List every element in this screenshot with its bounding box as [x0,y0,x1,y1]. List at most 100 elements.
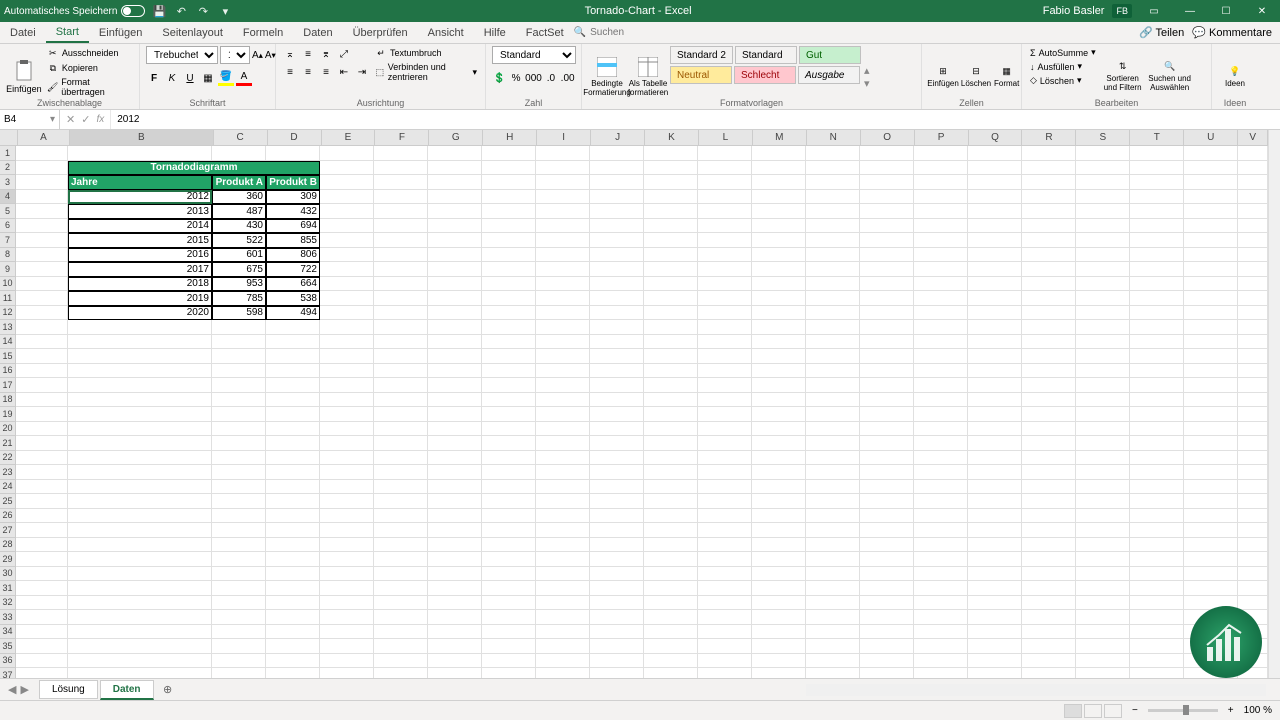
cell[interactable] [1238,509,1268,524]
cell[interactable] [320,320,374,335]
cell[interactable] [806,451,860,466]
cell[interactable] [860,596,914,611]
cell[interactable] [536,378,590,393]
cell[interactable] [212,552,266,567]
cell[interactable] [698,465,752,480]
cell[interactable] [590,436,644,451]
cell[interactable] [428,320,482,335]
cell[interactable] [16,204,68,219]
cell[interactable] [1238,552,1268,567]
cell[interactable] [266,422,320,437]
cell[interactable] [644,262,698,277]
row-header-14[interactable]: 14 [0,335,16,350]
cell[interactable] [374,639,428,654]
cell[interactable] [374,538,428,553]
cell[interactable] [212,523,266,538]
cell[interactable] [860,422,914,437]
cell[interactable] [374,378,428,393]
cell[interactable]: 953 [212,277,266,292]
cell[interactable] [68,523,212,538]
style-standard2[interactable]: Standard 2 [670,46,733,64]
cell[interactable] [860,668,914,678]
cell[interactable] [212,378,266,393]
cell[interactable] [428,233,482,248]
cell[interactable] [374,480,428,495]
cell[interactable] [374,422,428,437]
cell[interactable] [968,407,1022,422]
cell[interactable] [1130,219,1184,234]
cell[interactable] [698,219,752,234]
cell[interactable] [1130,625,1184,640]
cell[interactable] [320,146,374,161]
cell[interactable] [374,436,428,451]
cell[interactable] [968,509,1022,524]
cell[interactable] [320,161,374,176]
cell[interactable] [536,248,590,263]
cell[interactable] [16,320,68,335]
cell[interactable] [806,654,860,669]
orientation-icon[interactable]: ⤢ [336,46,352,62]
cell[interactable] [752,335,806,350]
cell[interactable] [698,639,752,654]
cell[interactable] [16,233,68,248]
cell[interactable] [698,306,752,321]
cell[interactable] [320,233,374,248]
cell[interactable] [1184,480,1238,495]
row-header-24[interactable]: 24 [0,480,16,495]
cell[interactable] [428,204,482,219]
cell[interactable] [1184,451,1238,466]
style-gut[interactable]: Gut [799,46,861,64]
cell[interactable] [1076,277,1130,292]
row-header-18[interactable]: 18 [0,393,16,408]
cell[interactable] [320,393,374,408]
row-header-28[interactable]: 28 [0,538,16,553]
cell[interactable] [68,639,212,654]
cell[interactable] [320,465,374,480]
cell[interactable] [914,146,968,161]
cell[interactable] [16,364,68,379]
cell[interactable] [644,146,698,161]
cell[interactable] [698,480,752,495]
row-header-1[interactable]: 1 [0,146,16,161]
borders-button[interactable]: ▦ [200,70,216,86]
cell[interactable] [536,538,590,553]
cell[interactable] [752,567,806,582]
cell[interactable] [968,436,1022,451]
cell[interactable] [644,291,698,306]
tab-pagelayout[interactable]: Seitenlayout [152,22,233,43]
cell[interactable] [536,233,590,248]
cell[interactable] [968,552,1022,567]
cell[interactable] [536,567,590,582]
grow-font-icon[interactable]: A▴ [252,47,263,63]
cell[interactable]: 2014 [68,219,212,234]
cell[interactable] [1184,552,1238,567]
cell[interactable] [590,610,644,625]
cell[interactable] [968,393,1022,408]
cell[interactable] [752,407,806,422]
cell[interactable] [482,175,536,190]
cell[interactable] [536,190,590,205]
cell[interactable] [1238,277,1268,292]
font-size-select[interactable]: 10 [220,46,250,64]
row-header-36[interactable]: 36 [0,654,16,669]
row-header-27[interactable]: 27 [0,523,16,538]
cell[interactable] [428,625,482,640]
cell[interactable] [968,190,1022,205]
share-button[interactable]: 🔗 Teilen [1139,26,1184,39]
cell[interactable] [1022,320,1076,335]
cell[interactable] [482,494,536,509]
cell[interactable] [320,407,374,422]
row-header-15[interactable]: 15 [0,349,16,364]
cell[interactable] [1022,393,1076,408]
cell[interactable] [68,465,212,480]
cell[interactable] [806,480,860,495]
cell[interactable] [698,146,752,161]
cell[interactable] [860,523,914,538]
cell[interactable] [536,161,590,176]
cell[interactable] [590,277,644,292]
cell[interactable] [482,277,536,292]
cell[interactable] [860,407,914,422]
view-break-icon[interactable] [1104,704,1122,718]
cell[interactable]: 2012 [68,190,212,205]
row-header-25[interactable]: 25 [0,494,16,509]
